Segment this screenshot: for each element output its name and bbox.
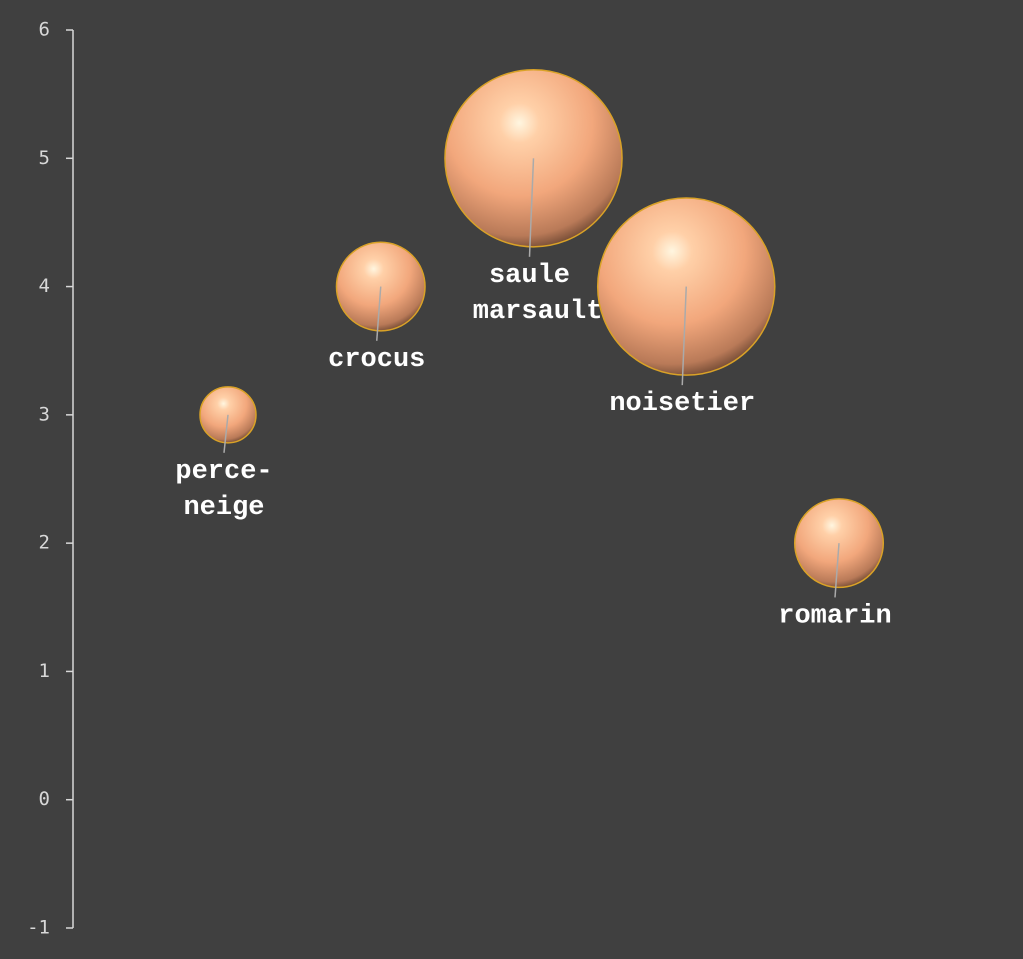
y-tick-label: 1 xyxy=(39,660,50,682)
y-tick-label: 0 xyxy=(39,788,50,810)
y-tick-label: 5 xyxy=(39,147,50,169)
y-tick-label: 6 xyxy=(39,19,50,41)
y-tick-label: 4 xyxy=(39,275,50,297)
y-tick-label: -1 xyxy=(27,917,50,939)
leader-line xyxy=(681,286,687,386)
bubble-label: saule marsault xyxy=(457,261,603,327)
bubble-label: perce-neige xyxy=(175,457,272,523)
bubble-label: noisetier xyxy=(609,389,755,419)
bubble-label: crocus xyxy=(328,345,425,375)
leader-line xyxy=(223,414,229,453)
y-tick-label: 3 xyxy=(39,403,50,425)
leader-line xyxy=(376,286,382,341)
bubble-label: romarin xyxy=(778,601,891,631)
y-tick-label: 2 xyxy=(39,532,50,554)
leader-line xyxy=(528,158,535,257)
leader-line xyxy=(834,543,840,598)
